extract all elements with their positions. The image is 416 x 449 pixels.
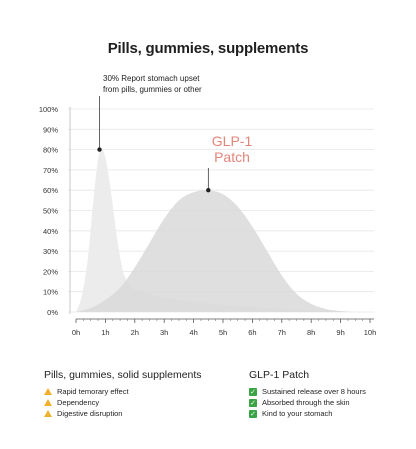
warning-icon <box>44 410 52 417</box>
patch-area <box>76 190 370 313</box>
x-tick-label: 6h <box>248 328 256 337</box>
x-tick-label: 5h <box>219 328 227 337</box>
pills-peak-point <box>97 147 102 152</box>
legend-patch-item-label: Kind to your stomach <box>262 409 333 418</box>
pills-annotation-line-1: 30% Report stomach upset <box>103 74 200 83</box>
patch-peak-point <box>206 188 211 193</box>
legend-patch-item: ✓ Sustained release over 8 hours <box>249 386 366 397</box>
legend-patch-item-label: Sustained release over 8 hours <box>262 387 366 396</box>
x-tick-label: 8h <box>307 328 315 337</box>
y-tick-label: 20% <box>43 267 58 276</box>
legend-patch-item: ✓ Kind to your stomach <box>249 408 366 419</box>
y-tick-label: 40% <box>43 227 58 236</box>
pills-annotation-line-2: from pills, gummies or other <box>103 84 202 94</box>
x-tick-label: 3h <box>160 328 168 337</box>
legend-pills: Pills, gummies, solid supplements Rapid … <box>44 369 202 419</box>
y-tick-label: 10% <box>43 288 58 297</box>
x-tick-label: 2h <box>131 328 139 337</box>
pills-area <box>76 148 370 312</box>
y-tick-label: 60% <box>43 186 58 195</box>
patch-annotation-line-2: Patch <box>214 149 250 165</box>
checkmark-icon: ✓ <box>249 409 257 418</box>
legend-pills-item-label: Dependency <box>57 398 100 407</box>
x-tick-label: 0h <box>72 328 80 337</box>
x-tick-label: 10h <box>364 328 377 337</box>
x-tick-label: 9h <box>336 328 344 337</box>
x-tick-label: 7h <box>278 328 286 337</box>
checkmark-icon: ✓ <box>249 398 257 407</box>
legend-patch-item-label: Absorbed through the skin <box>262 398 350 407</box>
y-tick-label: 80% <box>43 146 58 155</box>
y-tick-label: 90% <box>43 125 58 134</box>
y-tick-label: 0% <box>47 308 58 317</box>
x-tick-label: 4h <box>189 328 197 337</box>
legend-pills-item: Rapid temorary effect <box>44 386 202 397</box>
patch-annotation-line-1: GLP-1 <box>211 133 253 149</box>
patch-annotation: GLP-1 Patch <box>202 133 262 165</box>
y-tick-label: 70% <box>43 166 58 175</box>
legend-pills-item-label: Rapid temorary effect <box>57 387 129 396</box>
y-tick-label: 50% <box>43 207 58 216</box>
legend-pills-item: Digestive disruption <box>44 408 202 419</box>
legend-patch-item: ✓ Absorbed through the skin <box>249 397 366 408</box>
legend-patch-title: GLP-1 Patch <box>249 369 310 381</box>
warning-icon <box>44 399 52 406</box>
pills-annotation: 30% Report stomach upset from pills, gum… <box>103 74 202 95</box>
legend-pills-item-label: Digestive disruption <box>57 409 123 418</box>
warning-icon <box>44 388 52 395</box>
legend-patch: GLP-1 Patch ✓ Sustained release over 8 ho… <box>249 369 366 419</box>
y-tick-label: 100% <box>39 105 59 114</box>
chart-title: Pills, gummies, supplements <box>107 40 309 57</box>
legend-pills-title: Pills, gummies, solid supplements <box>44 369 202 381</box>
legend-pills-item: Dependency <box>44 397 202 408</box>
x-tick-label: 1h <box>101 328 109 337</box>
checkmark-icon: ✓ <box>249 387 257 396</box>
y-tick-label: 30% <box>43 247 58 256</box>
